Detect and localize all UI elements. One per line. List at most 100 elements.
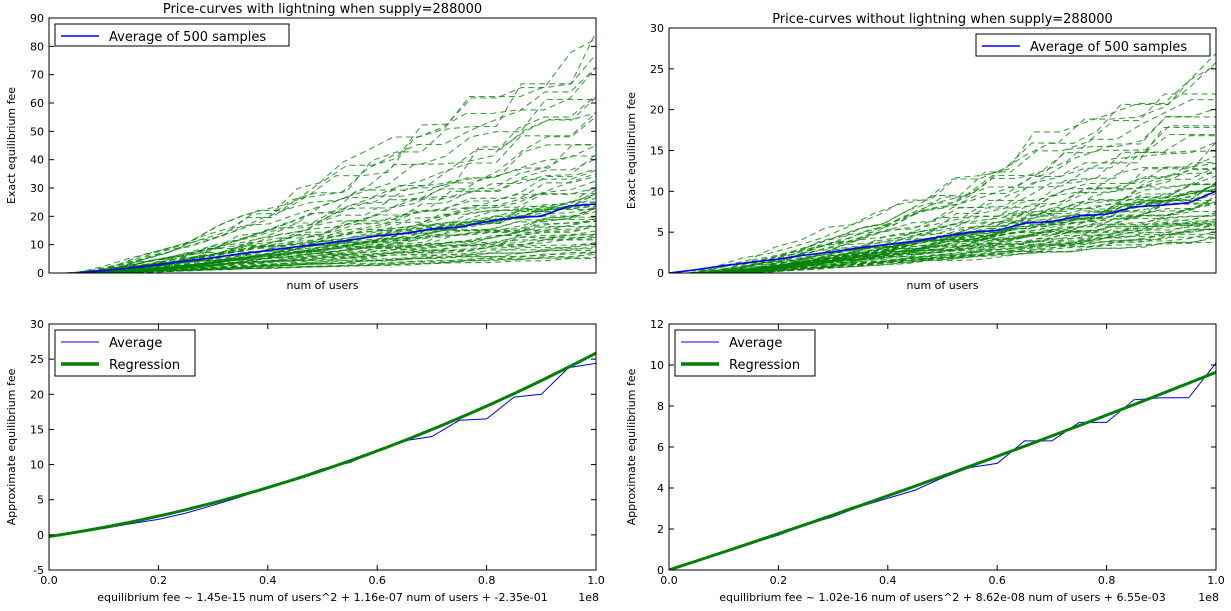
sample-curve <box>735 175 1216 273</box>
sample-curve <box>696 218 1216 273</box>
y-tick-label: 0 <box>37 267 44 280</box>
sample-curve <box>127 248 596 273</box>
axes-frame <box>48 323 597 571</box>
sample-curve <box>93 98 596 273</box>
y-tick-label: 40 <box>30 154 44 167</box>
y-tick-label: 25 <box>650 63 664 76</box>
sample-curve <box>75 67 596 273</box>
y-tick-label: 0 <box>37 529 44 542</box>
chart-title: Price-curves without lightning when supp… <box>772 12 1113 27</box>
sample-curve <box>101 242 596 273</box>
sample-curve <box>689 62 1216 273</box>
axes-frame <box>48 17 597 274</box>
y-tick-label: 30 <box>30 318 44 331</box>
legend-box <box>54 329 196 377</box>
y-tick-label: 10 <box>650 185 664 198</box>
panel-exact-fee-with-lightning: 0 10 20 30 40 50 60 70 80 90 Price-curves with lig… <box>5 2 597 292</box>
sample-curve <box>104 195 596 273</box>
sample-curve <box>703 93 1216 273</box>
series-line-average-of-500-samples <box>76 203 596 273</box>
legend-label: Regression <box>109 358 180 373</box>
x-tick-label: 0.4 <box>259 574 277 587</box>
y-tick-label: 30 <box>30 182 44 195</box>
x-tick-label: 0.6 <box>988 574 1006 587</box>
legend-label: Regression <box>729 358 800 373</box>
sample-curve <box>746 162 1216 273</box>
panel-exact-fee-without-lightning: 0 5 10 15 20 25 30 Price-curves without lightni… <box>625 12 1217 292</box>
x-offset-text: 1e8 <box>1198 591 1219 604</box>
y-tick-label: 4 <box>657 482 664 495</box>
sample-curve <box>120 207 596 273</box>
y-tick-label: 50 <box>30 125 44 138</box>
legend-box <box>975 33 1211 57</box>
sample-curve <box>118 96 596 273</box>
y-tick-label: 80 <box>30 40 44 53</box>
legend-label: Average <box>729 336 782 351</box>
sample-curve <box>97 31 596 273</box>
y-tick-label: 10 <box>30 239 44 252</box>
y-tick-label: 2 <box>657 523 664 536</box>
legend-label: Average of 500 samples <box>1030 40 1187 55</box>
x-tick-label: 1.0 <box>1207 574 1225 587</box>
sample-curve <box>110 234 596 273</box>
sample-curve <box>704 155 1216 273</box>
y-tick-label: 90 <box>30 12 44 25</box>
y-tick-label: 20 <box>650 104 664 117</box>
sample-curve <box>99 180 596 273</box>
y-tick-label: 60 <box>30 97 44 110</box>
y-tick-label: 0 <box>657 564 664 577</box>
y-axis-label: Exact equilibrium fee <box>5 87 18 204</box>
x-tick-label: 0.2 <box>770 574 788 587</box>
y-tick-label: 10 <box>30 459 44 472</box>
y-tick-label: 10 <box>650 359 664 372</box>
y-tick-label: 5 <box>37 494 44 507</box>
x-axis-label: equilibrium fee ~ 1.02e-16 num of users^… <box>719 591 1166 604</box>
x-tick-label: 0.8 <box>478 574 496 587</box>
y-axis-label: Approximate equilibrium fee <box>625 368 638 525</box>
x-tick-label: 0.0 <box>40 574 58 587</box>
x-tick-label: 0.4 <box>879 574 897 587</box>
legend: Average of 500 samples <box>975 33 1211 57</box>
plot-area <box>49 351 596 538</box>
sample-curve <box>79 153 596 273</box>
series-line-average-of-500-samples <box>669 190 1216 273</box>
sample-curve <box>712 116 1216 273</box>
sample-curve <box>97 53 596 273</box>
sample-curve <box>71 193 596 273</box>
panel-approx-fee-with-lightning: -5 0 5 10 15 20 25 30 0.0 0.2 0.4 0.6 0.8 1.0 equilibr… <box>5 318 605 604</box>
legend: Average of 500 samples <box>54 23 290 47</box>
x-tick-label: 0.6 <box>368 574 386 587</box>
sample-curve <box>689 135 1216 273</box>
sample-curve <box>89 38 596 273</box>
sample-curve <box>78 95 596 273</box>
x-offset-text: 1e8 <box>578 591 599 604</box>
sample-curve <box>740 53 1216 273</box>
legend-box <box>674 329 816 377</box>
plot-area <box>65 31 596 273</box>
x-tick-label: 0.8 <box>1098 574 1116 587</box>
y-tick-label: 6 <box>657 441 664 454</box>
x-axis-label: num of users <box>907 279 979 292</box>
y-tick-label: 15 <box>30 423 44 436</box>
sample-curve <box>686 228 1216 273</box>
sample-curve <box>690 166 1216 273</box>
y-tick-label: 20 <box>30 388 44 401</box>
y-tick-label: 20 <box>30 210 44 223</box>
legend-label: Average <box>109 336 162 351</box>
y-tick-label: 8 <box>657 400 664 413</box>
y-tick-label: 15 <box>650 145 664 158</box>
sample-curve <box>115 249 596 273</box>
sample-curve <box>82 155 596 273</box>
sample-curve <box>94 192 596 273</box>
x-tick-label: 0.2 <box>150 574 168 587</box>
sample-curve <box>78 239 596 273</box>
plot-area <box>669 53 1216 273</box>
sample-curve <box>748 230 1216 273</box>
series-line-regression <box>669 370 1216 570</box>
sample-curve <box>86 66 596 273</box>
sample-curve <box>79 251 596 273</box>
sample-curve <box>79 184 596 273</box>
